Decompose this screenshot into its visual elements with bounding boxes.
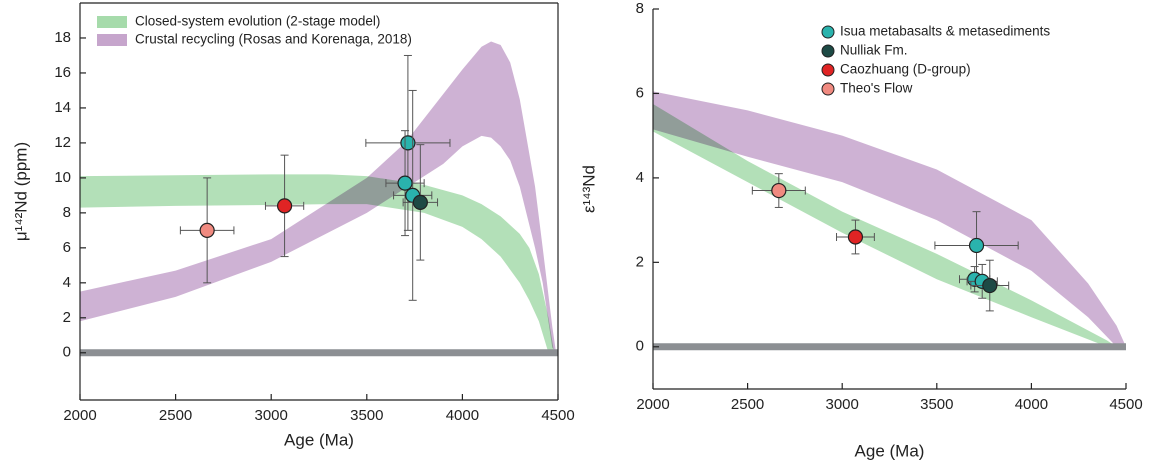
x-tick-label: 2500 (159, 407, 192, 424)
band (653, 91, 1126, 347)
y-tick-label: 8 (636, 0, 644, 17)
point (199, 222, 215, 238)
x-tick-label: 3500 (350, 407, 383, 424)
x-tick-label: 3000 (826, 396, 859, 413)
legend: Isua metabasalts & metasediments Nulliak … (821, 24, 1050, 96)
point (276, 198, 293, 214)
legend-label: Crustal recycling (Rosas and Korenaga, 2… (135, 32, 412, 47)
chart: 0 2 4 6 8 10 12 14 16 18 2000 2500 3000 3500 4000 4500 A… (11, 2, 575, 449)
y-tick-label: 10 (54, 169, 71, 186)
x-tick-label: 3500 (920, 396, 953, 413)
legend-swatch (97, 16, 127, 28)
y-tick-label: 2 (636, 253, 644, 270)
legend-marker (821, 44, 835, 58)
y-tick-label: 0 (636, 338, 644, 355)
point (400, 135, 416, 151)
y-axis-label: μ¹⁴²Nd (ppm) (11, 142, 30, 241)
x-tick-label: 2000 (636, 396, 669, 413)
y-tick-label: 4 (636, 169, 644, 186)
legend-label: Nulliak Fm. (840, 43, 908, 58)
legend-label: Theo's Flow (840, 81, 913, 96)
x-tick-label: 3000 (255, 407, 288, 424)
point (847, 229, 864, 245)
x-tick-label: 4500 (541, 407, 574, 424)
y-tick-label: 16 (54, 64, 71, 81)
legend-marker (821, 25, 835, 39)
y-axis-label: ε¹⁴³Nd (579, 165, 598, 213)
legend-label: Caozhuang (D-group) (840, 62, 971, 77)
x-axis-label: Age (Ma) (855, 441, 925, 460)
chart: 0 2 4 6 8 2000 2500 3000 3500 4000 4500 Age (Ma) ε¹⁴… (579, 0, 1142, 460)
legend-label: Isua metabasalts & metasediments (840, 24, 1050, 39)
x-tick-label: 4500 (1109, 396, 1142, 413)
y-tick-label: 6 (63, 239, 71, 256)
point (968, 237, 985, 254)
y-tick-label: 6 (636, 84, 644, 101)
point (771, 182, 787, 199)
y-tick-label: 18 (54, 29, 71, 46)
legend-marker (821, 63, 835, 77)
y-tick-label: 2 (63, 309, 71, 326)
legend: Closed-system evolution (2-stage model) C… (97, 14, 412, 47)
y-tick-label: 4 (63, 274, 71, 291)
point (412, 194, 428, 210)
x-axis-label: Age (Ma) (284, 430, 354, 449)
plot-area (80, 41, 558, 357)
band (653, 104, 1117, 347)
x-tick-label: 2000 (63, 407, 96, 424)
y-tick-label: 14 (54, 99, 71, 116)
x-tick-label: 4000 (446, 407, 479, 424)
legend-label: Closed-system evolution (2-stage model) (135, 14, 380, 29)
band (80, 41, 557, 353)
legend-marker (821, 82, 835, 96)
legend-swatch (97, 34, 127, 46)
plot-area (653, 91, 1126, 351)
y-tick-label: 8 (63, 204, 71, 221)
x-tick-label: 2500 (731, 396, 764, 413)
point (982, 277, 998, 294)
y-tick-label: 12 (54, 134, 71, 151)
y-tick-label: 0 (63, 344, 71, 361)
band (80, 174, 555, 353)
x-tick-label: 4000 (1015, 396, 1048, 413)
point (397, 175, 413, 191)
